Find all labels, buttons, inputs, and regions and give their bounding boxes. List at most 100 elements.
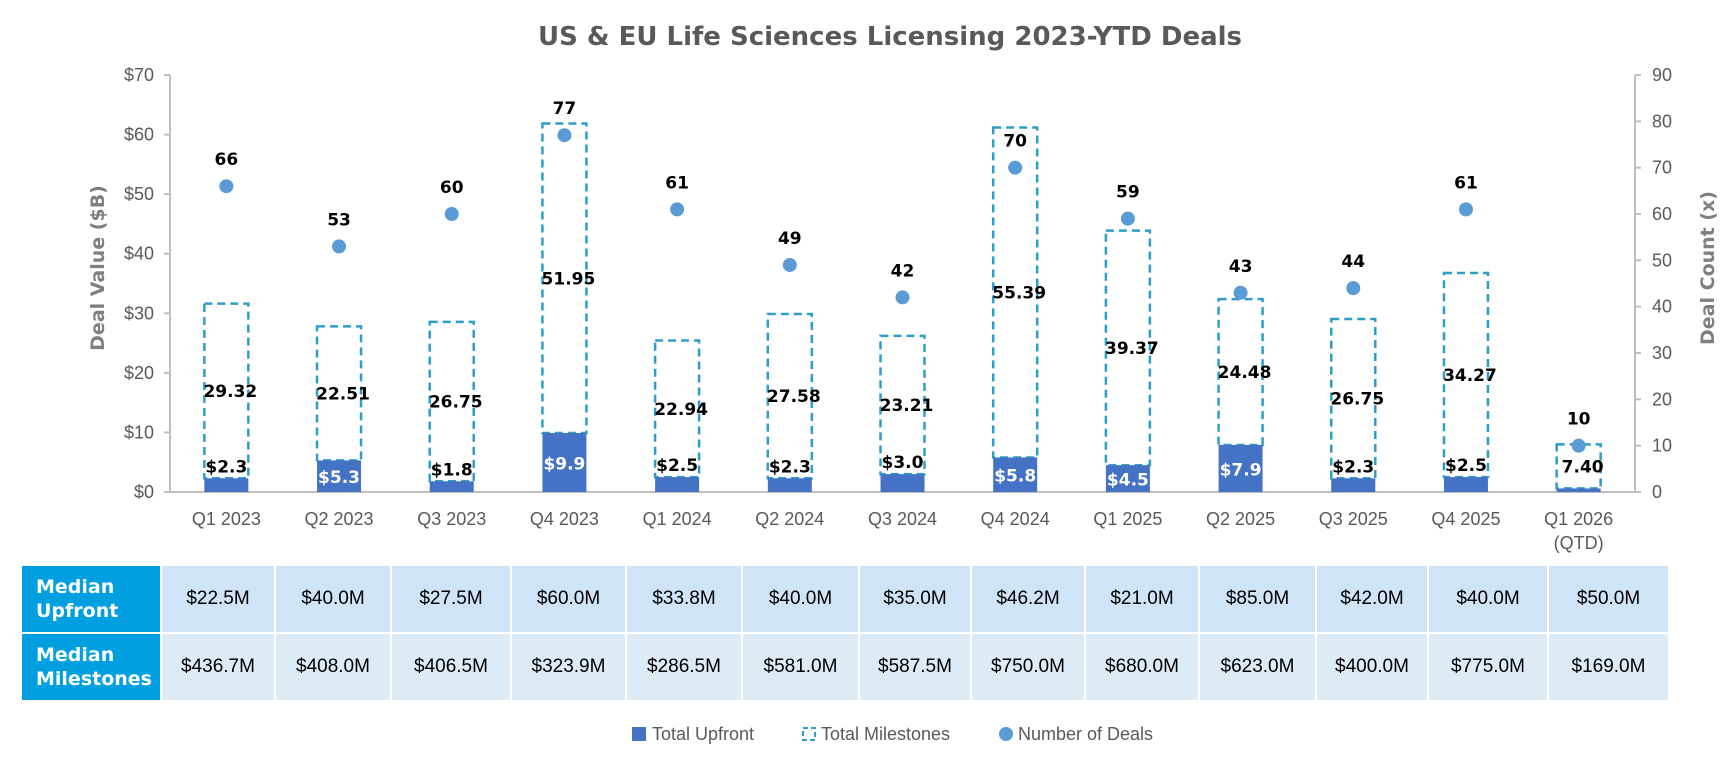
y-tick-label: $50 (124, 184, 154, 204)
deal-count-point (1120, 211, 1135, 226)
legend-milestones-swatch (802, 727, 816, 741)
deal-count-point (670, 202, 685, 217)
bars (203, 122, 1602, 492)
legend-milestones-label: Total Milestones (821, 724, 950, 744)
table-row: Median Upfront $22.5M $40.0M $27.5M $60.0M $33… (20, 564, 1670, 634)
x-tick-label: Q2 2025 (1206, 509, 1275, 529)
milestones-value-label: 26.75 (1330, 390, 1384, 410)
row-header: Median Upfront (20, 564, 162, 634)
milestones-value-label: 22.94 (654, 400, 708, 420)
upfront-bar (317, 460, 362, 492)
deal-count-label: 42 (891, 261, 915, 281)
milestones-value-label: 24.48 (1218, 363, 1272, 383)
x-tick-label: Q3 2023 (417, 509, 486, 529)
table-cell: $623.0M (1198, 632, 1317, 702)
milestones-value-label: 26.75 (429, 393, 483, 413)
legend-upfront-label: Total Upfront (652, 724, 754, 744)
table-row: Median Milestones $436.7M $408.0M $406.5M $32… (20, 632, 1670, 702)
y2-tick-label: 10 (1652, 436, 1672, 456)
table-cell: $21.0M (1084, 564, 1200, 634)
legend: Total Upfront Total Milestones Number of… (632, 724, 1153, 744)
deal-count-point (332, 239, 347, 254)
legend-deals-label: Number of Deals (1018, 724, 1153, 744)
table-cell: $35.0M (858, 564, 972, 634)
y2-tick-label: 80 (1652, 111, 1672, 131)
table-cell: $680.0M (1084, 632, 1200, 702)
upfront-value-label: $2.3 (1332, 457, 1374, 477)
milestones-value-label: 22.51 (316, 384, 370, 404)
deal-count-label: 59 (1116, 183, 1140, 203)
y-axis-label: Deal Value ($B) (87, 185, 109, 351)
y-tick-label: $60 (124, 125, 154, 145)
deal-count-label: 77 (553, 99, 577, 119)
legend-upfront-swatch (632, 727, 646, 741)
deal-count-point (1458, 202, 1473, 217)
table-cell: $436.7M (160, 632, 276, 702)
upfront-value-label: $2.5 (1445, 456, 1487, 476)
table-cell: $323.9M (510, 632, 627, 702)
upfront-bar (1556, 488, 1601, 492)
deal-count-label: 44 (1341, 252, 1365, 272)
upfront-bar (880, 474, 925, 492)
upfront-bar (655, 477, 700, 492)
milestones-value-label: 23.21 (880, 396, 934, 416)
y2-axis-label: Deal Count (x) (1697, 191, 1719, 345)
upfront-value-label: $2.3 (205, 457, 247, 477)
x-tick-label: Q1 2026 (1544, 509, 1613, 529)
table-cell: $587.5M (858, 632, 972, 702)
y2-tick-label: 90 (1652, 65, 1672, 85)
milestones-value-label: 55.39 (992, 283, 1046, 303)
y2-tick-label: 50 (1652, 250, 1672, 270)
table-cell: $60.0M (510, 564, 627, 634)
upfront-value-label: $5.8 (994, 467, 1036, 487)
y-tick-label: $40 (124, 244, 154, 264)
x-tick-label: Q2 2024 (755, 509, 824, 529)
deal-count-point (219, 179, 234, 194)
y2-tick-label: 0 (1652, 482, 1662, 502)
chart-title: US & EU Life Sciences Licensing 2023-YTD… (538, 22, 1242, 52)
y-tick-label: $30 (124, 303, 154, 323)
table-cell: $169.0M (1547, 632, 1670, 702)
upfront-value-label: $2.3 (769, 457, 811, 477)
deal-count-label: 53 (327, 210, 351, 230)
deal-count-label: 49 (778, 229, 802, 249)
deal-count-point (782, 257, 797, 272)
milestones-value-label: 7.40 (1562, 457, 1604, 477)
table-cell: $408.0M (274, 632, 392, 702)
upfront-value-label: $3.0 (882, 453, 924, 473)
upfront-value-label: $4.5 (1107, 471, 1149, 491)
x-tick-label: Q4 2025 (1431, 509, 1500, 529)
table-cell: $750.0M (970, 632, 1086, 702)
deal-count-point (1008, 160, 1023, 175)
upfront-bar (1331, 478, 1376, 492)
upfront-bar (1443, 477, 1488, 492)
row-header-line: Milestones (36, 668, 152, 690)
y2-tick-label: 70 (1652, 158, 1672, 178)
table-cell: $50.0M (1547, 564, 1670, 634)
table-cell: $42.0M (1315, 564, 1429, 634)
table-cell: $22.5M (160, 564, 276, 634)
table-cell: $581.0M (741, 632, 860, 702)
milestones-value-label: 34.27 (1443, 366, 1497, 386)
row-header-line: Median (36, 644, 115, 666)
deal-count-label: 61 (1454, 173, 1478, 193)
deal-count-point (1233, 285, 1248, 300)
table-cell: $400.0M (1315, 632, 1429, 702)
y-tick-label: $20 (124, 363, 154, 383)
milestones-value-label: 29.32 (203, 382, 257, 402)
upfront-bar (542, 433, 587, 492)
table-cell: $40.0M (741, 564, 860, 634)
y-tick-label: $70 (124, 65, 154, 85)
deal-count-point (444, 207, 459, 221)
y-tick-label: $10 (124, 422, 154, 442)
data-labels: 29.32 $2.3 66 22.51 $5.3 53 26.75 $1.8 60 51.95 $9… (203, 99, 1603, 490)
milestones-bar (1442, 271, 1490, 479)
milestones-value-label: 39.37 (1105, 339, 1159, 359)
upfront-bar (429, 481, 474, 492)
table-cell: $46.2M (970, 564, 1086, 634)
table-cell: $33.8M (625, 564, 743, 634)
upfront-value-label: $5.3 (318, 468, 360, 488)
table-cell: $85.0M (1198, 564, 1317, 634)
upfront-bar (767, 478, 812, 492)
